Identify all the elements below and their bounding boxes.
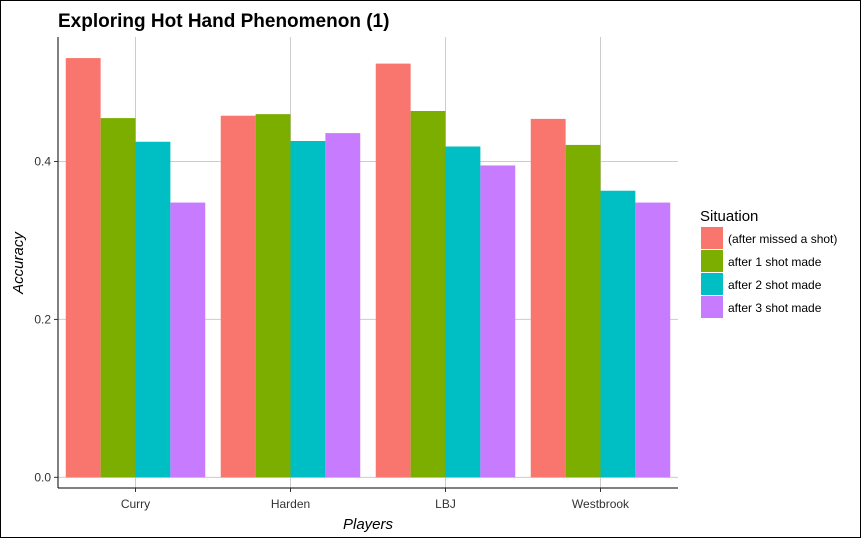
bar-harden-series-2 (255, 114, 291, 478)
x-tick-label-harden: Harden (271, 497, 310, 511)
x-tick-label-curry: Curry (121, 497, 150, 511)
x-tick-label-westbrook: Westbrook (572, 497, 630, 511)
x-axis-label: Players (343, 516, 394, 533)
bar-lbj-series-2 (410, 110, 446, 478)
bar-harden-series-1 (220, 115, 256, 478)
bar-lbj-series-4 (480, 165, 516, 478)
legend-swatch-1 (701, 227, 723, 249)
y-ticks: 0.0 0.2 0.4 (34, 155, 58, 484)
y-tick-label: 0.4 (34, 155, 51, 169)
bar-westbrook-series-3 (600, 190, 636, 478)
y-axis-label: Accuracy (10, 231, 27, 295)
x-tick-label-lbj: LBJ (435, 497, 456, 511)
bar-curry-series-3 (135, 141, 171, 478)
bar-lbj-series-3 (445, 146, 481, 478)
bar-lbj-series-1 (375, 63, 411, 478)
bar-westbrook-series-2 (565, 144, 601, 478)
bar-westbrook-series-4 (635, 202, 671, 478)
legend-swatch-4 (701, 296, 723, 318)
legend: Situation (after missed a shot) after 1 s… (700, 208, 837, 318)
bar-harden-series-4 (325, 133, 361, 478)
y-tick-label: 0.0 (34, 470, 51, 484)
legend-swatch-3 (701, 273, 723, 295)
legend-label-4: after 3 shot made (728, 301, 822, 315)
axes (57, 37, 678, 489)
legend-label-3: after 2 shot made (728, 278, 822, 292)
legend-swatch-2 (701, 250, 723, 272)
legend-label-1: (after missed a shot) (728, 232, 837, 246)
x-ticks: Curry Harden LBJ Westbrook (121, 488, 630, 511)
bar-curry-series-4 (170, 202, 206, 478)
legend-label-2: after 1 shot made (728, 255, 822, 269)
bar-harden-series-3 (290, 140, 326, 478)
bar-curry-series-2 (100, 118, 136, 478)
bars (65, 58, 671, 478)
y-tick-label: 0.2 (34, 312, 51, 326)
bar-curry-series-1 (65, 58, 101, 478)
chart-title: Exploring Hot Hand Phenomenon (1) (58, 11, 389, 32)
legend-title: Situation (700, 208, 758, 225)
bar-westbrook-series-1 (530, 118, 566, 478)
